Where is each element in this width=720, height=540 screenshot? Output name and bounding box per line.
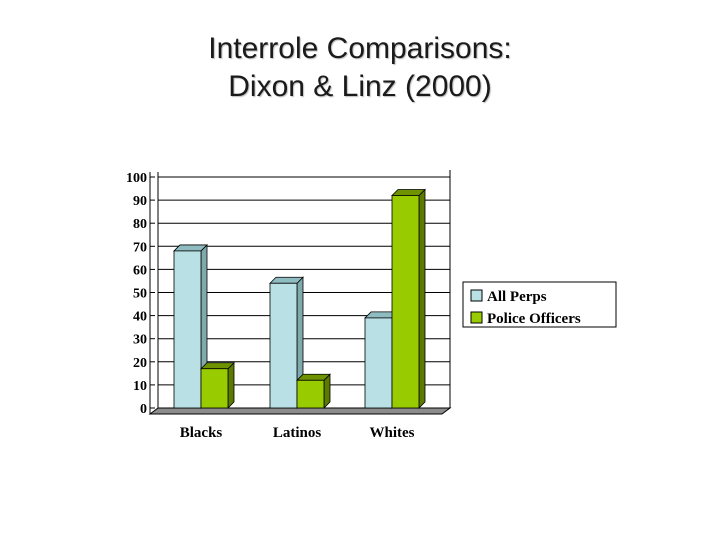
y-tick-label: 30 (133, 333, 147, 348)
x-tick-label: Whites (370, 425, 415, 441)
bar-top (296, 373, 331, 381)
y-tick-label: 50 (133, 287, 147, 302)
bar-top (200, 362, 235, 370)
y-tick-label: 0 (140, 402, 147, 417)
legend-label: All Perps (487, 289, 547, 305)
slide-title: Interrole Comparisons: Dixon & Linz (200… (0, 30, 720, 106)
bar (200, 368, 229, 409)
bar (173, 250, 202, 409)
legend-box (462, 281, 617, 328)
y-tick-label: 40 (133, 310, 147, 325)
bar (364, 317, 393, 409)
bar (269, 282, 298, 409)
legend-swatch (470, 311, 483, 324)
y-tick-label: 100 (126, 171, 147, 186)
bar (391, 195, 420, 409)
slide-title-line-2: Dixon & Linz (2000) (228, 70, 492, 103)
bar-side (418, 188, 426, 409)
legend-label: Police Officers (487, 311, 581, 327)
bar-top (173, 244, 208, 252)
y-tick-label: 60 (133, 263, 147, 278)
legend-swatch (470, 289, 483, 302)
x-tick-label: Blacks (180, 425, 223, 441)
slide-title-line-1: Interrole Comparisons: (208, 32, 512, 65)
chart-floor (148, 407, 452, 415)
y-tick-label: 20 (133, 356, 147, 371)
bar (296, 379, 325, 409)
y-tick-label: 70 (133, 240, 147, 255)
y-tick-label: 90 (133, 194, 147, 209)
y-tick-label: 10 (133, 379, 147, 394)
bar-side (227, 361, 235, 409)
bar-top (269, 276, 304, 284)
x-tick-label: Latinos (273, 425, 322, 441)
bar-top (391, 189, 426, 196)
y-tick-label: 80 (133, 217, 147, 232)
